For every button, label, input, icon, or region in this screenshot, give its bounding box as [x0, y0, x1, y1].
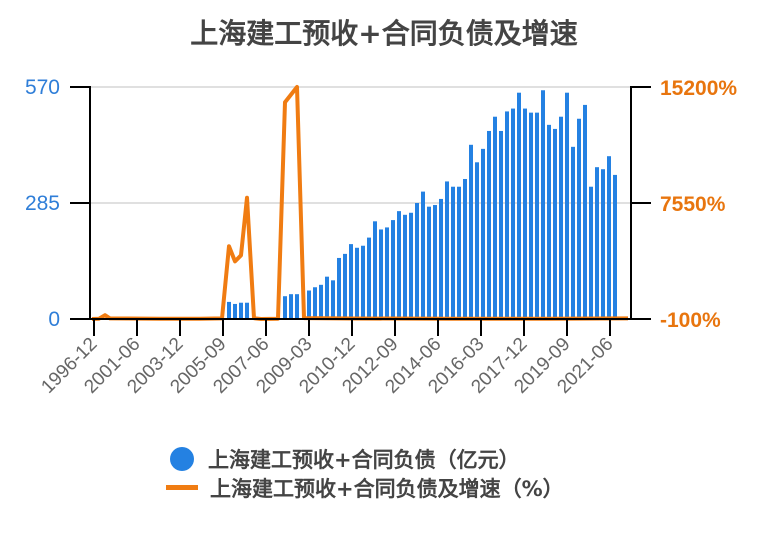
- bar: [571, 146, 575, 319]
- bar: [607, 156, 611, 319]
- bar: [493, 116, 497, 319]
- left-tick-label: 285: [25, 192, 60, 215]
- bar: [541, 90, 545, 320]
- legend: 上海建工预收+合同负债（亿元） 上海建工预收+合同负债及增速（%）: [166, 444, 564, 502]
- bar: [439, 198, 443, 319]
- bar: [613, 174, 617, 319]
- circle-marker-icon: [170, 446, 194, 471]
- bar: [325, 276, 329, 319]
- bar: [583, 104, 587, 319]
- bar: [409, 212, 413, 319]
- left-tick-label: 570: [25, 76, 60, 99]
- legend-label: 上海建工预收+合同负债（亿元）: [208, 447, 520, 472]
- bar: [505, 111, 509, 319]
- bar: [469, 144, 473, 319]
- bar: [313, 287, 317, 319]
- bar: [487, 130, 491, 319]
- legend-item-bar[interactable]: 上海建工预收+合同负债（亿元）: [168, 444, 564, 473]
- bar: [517, 92, 521, 319]
- bar: [397, 211, 401, 319]
- bar: [289, 294, 293, 319]
- bar: [427, 206, 431, 319]
- bar: [295, 294, 299, 319]
- bar: [415, 203, 419, 319]
- legend-label: 上海建工预收+合同负债及增速（%）: [210, 476, 564, 501]
- bar: [451, 186, 455, 319]
- line-marker-icon: [166, 485, 198, 490]
- bar: [227, 301, 231, 319]
- bar: [319, 284, 323, 319]
- bar: [589, 186, 593, 319]
- legend-item-line[interactable]: 上海建工预收+合同负债及增速（%）: [166, 473, 564, 502]
- bar: [349, 244, 353, 319]
- gridlines: [90, 86, 631, 204]
- bar-series: [227, 90, 617, 320]
- chart-title: 上海建工预收+合同负债及增速: [190, 17, 578, 50]
- bar: [307, 290, 311, 319]
- bar: [283, 296, 287, 319]
- bar: [559, 116, 563, 319]
- bar: [577, 118, 581, 319]
- right-tick-label: -100%: [660, 309, 721, 332]
- bar: [529, 112, 533, 319]
- bar: [535, 112, 539, 319]
- bar: [481, 148, 485, 319]
- right-tick-label: 7550%: [660, 193, 726, 216]
- bar: [523, 108, 527, 319]
- bar: [511, 108, 515, 319]
- bar: [547, 124, 551, 319]
- bar: [475, 162, 479, 319]
- bar: [445, 181, 449, 319]
- bar: [421, 191, 425, 319]
- bar: [343, 253, 347, 319]
- bar: [499, 130, 503, 319]
- bar: [367, 237, 371, 319]
- bar: [239, 302, 243, 319]
- bar: [331, 280, 335, 319]
- axes: [70, 86, 651, 336]
- left-tick-label: 0: [48, 308, 60, 331]
- bar: [233, 303, 237, 319]
- bar: [403, 214, 407, 319]
- bar: [355, 247, 359, 319]
- bar: [565, 92, 569, 319]
- bar: [457, 186, 461, 319]
- right-tick-label: 15200%: [660, 77, 737, 100]
- bar: [595, 167, 599, 319]
- bar: [385, 227, 389, 319]
- bar: [379, 229, 383, 319]
- bar: [553, 128, 557, 319]
- bar: [245, 302, 249, 319]
- bar: [361, 245, 365, 319]
- bar: [433, 205, 437, 319]
- bar: [373, 221, 377, 319]
- bar: [463, 178, 467, 319]
- bar: [337, 257, 341, 319]
- bar: [601, 169, 605, 319]
- bar: [391, 220, 395, 319]
